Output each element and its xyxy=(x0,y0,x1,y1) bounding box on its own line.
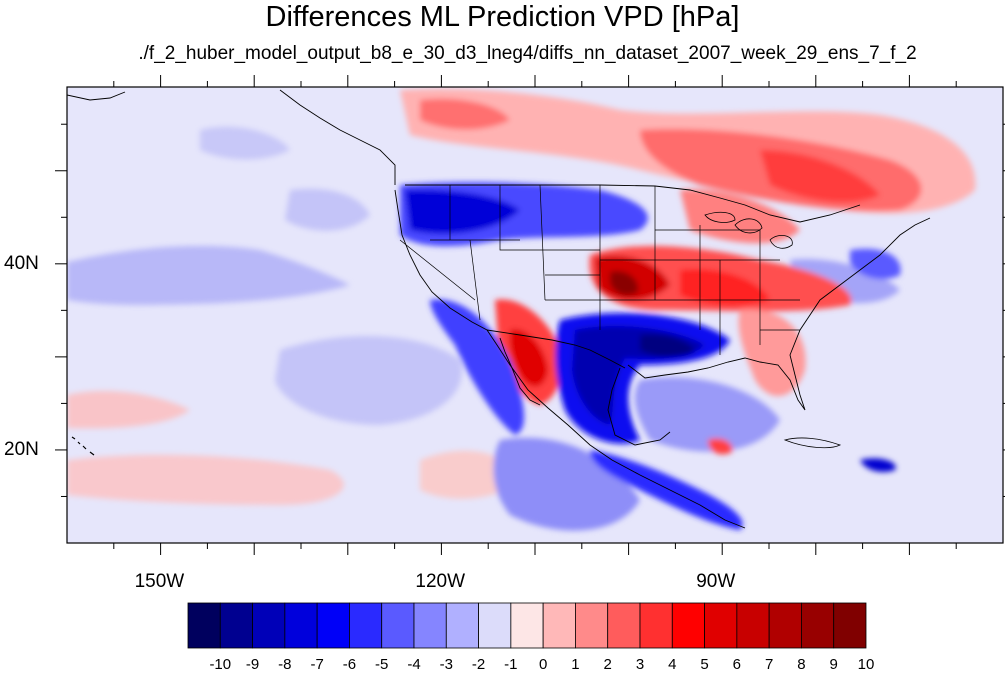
pacific-coastline xyxy=(394,189,746,529)
field-blob xyxy=(493,437,640,531)
colorbar-box xyxy=(284,602,318,649)
colorbar-box xyxy=(833,602,867,649)
colorbar-tick-label: 9 xyxy=(829,656,838,673)
colorbar-tick-label: -10 xyxy=(209,656,232,673)
field-blob xyxy=(67,390,190,429)
baja-peninsula xyxy=(499,337,541,406)
field-blob xyxy=(860,458,896,472)
alaska-panhandle-coast xyxy=(279,89,396,185)
colorbar-box xyxy=(768,602,802,649)
us-mexico-border xyxy=(486,329,626,369)
colorbar-tick-label: 2 xyxy=(603,656,612,673)
gulf-atlantic-coastline xyxy=(627,217,931,411)
colorbar-tick-label: 10 xyxy=(857,656,875,673)
colorbar-box xyxy=(219,602,253,649)
gulf-mexico-coast xyxy=(607,367,671,446)
colorbar-box xyxy=(704,602,738,649)
field-blob xyxy=(738,309,806,397)
colorbar-tick-label: 8 xyxy=(797,656,806,673)
field-blob xyxy=(509,329,548,387)
colorbar-tick-label: -8 xyxy=(278,656,292,673)
hawaii-islands xyxy=(71,436,95,456)
field-blob xyxy=(405,189,520,234)
colorbar-box xyxy=(607,602,641,649)
field-blob xyxy=(200,126,290,160)
axis-ticks xyxy=(55,75,1005,555)
great-lakes xyxy=(704,211,793,249)
lon-label: 150W xyxy=(134,571,185,592)
map-subtitle: ./f_2_huber_model_output_b8_e_30_d3_lneg… xyxy=(138,43,917,64)
colorbar xyxy=(187,602,867,649)
alaska-coast xyxy=(67,91,126,101)
field-blob xyxy=(850,248,901,280)
field-blob xyxy=(67,245,350,305)
field-blob xyxy=(634,377,780,452)
colorbar-tick-label: 6 xyxy=(732,656,742,673)
lon-label: 120W xyxy=(415,571,466,592)
colorbar-tick-label: -2 xyxy=(471,656,486,673)
colorbar-tick-label: 7 xyxy=(764,656,774,673)
field-blob xyxy=(590,450,743,530)
field-blob xyxy=(640,334,695,358)
colorbar-tick-label: -1 xyxy=(504,656,518,673)
colorbar-box xyxy=(187,602,221,649)
colorbar-tick-label: 5 xyxy=(700,656,709,673)
colorbar-box xyxy=(445,602,479,649)
colorbar-box xyxy=(639,602,673,649)
field-blob xyxy=(275,336,462,425)
field-blob xyxy=(420,98,510,130)
cuba xyxy=(783,437,842,449)
data-field xyxy=(67,87,1003,543)
colorbar-box xyxy=(801,602,835,649)
colorbar-tick-label: -4 xyxy=(407,656,421,673)
lat-label: 40N xyxy=(4,252,39,274)
colorbar-tick-label: -7 xyxy=(310,656,324,673)
field-blob xyxy=(760,150,880,203)
field-blob xyxy=(67,454,344,505)
colorbar-box xyxy=(316,602,350,649)
colorbar-tick-label: -5 xyxy=(375,656,389,673)
field-blob xyxy=(680,269,770,306)
field-blob xyxy=(708,438,733,455)
colorbar-tick-label: -9 xyxy=(245,656,260,673)
colorbar-tick-label: 4 xyxy=(668,656,677,673)
colorbar-box xyxy=(413,602,447,649)
colorbar-box xyxy=(252,602,286,649)
colorbar-tick-label: 3 xyxy=(635,656,645,673)
coastlines xyxy=(67,89,931,529)
colorbar-box xyxy=(736,602,770,649)
colorbar-box xyxy=(542,602,576,649)
colorbar-tick-label: 1 xyxy=(571,656,580,673)
field-blob xyxy=(610,271,639,296)
lat-label: 20N xyxy=(4,438,39,460)
colorbar-box xyxy=(575,602,609,649)
colorbar-box xyxy=(381,602,415,649)
colorbar-box xyxy=(510,602,544,649)
lon-label: 90W xyxy=(696,571,736,592)
map-title: Differences ML Prediction VPD [hPa] xyxy=(265,1,740,33)
colorbar-box xyxy=(349,602,383,649)
colorbar-tick-label: 0 xyxy=(538,656,548,673)
colorbar-tick-label: -6 xyxy=(342,656,357,673)
colorbar-box xyxy=(671,602,705,649)
field-blob xyxy=(430,299,525,435)
us-canada-border xyxy=(405,184,861,223)
state-borders xyxy=(399,184,800,355)
colorbar-tick-label: -3 xyxy=(439,656,453,673)
field-blob xyxy=(285,188,370,231)
colorbar-box xyxy=(478,602,512,649)
